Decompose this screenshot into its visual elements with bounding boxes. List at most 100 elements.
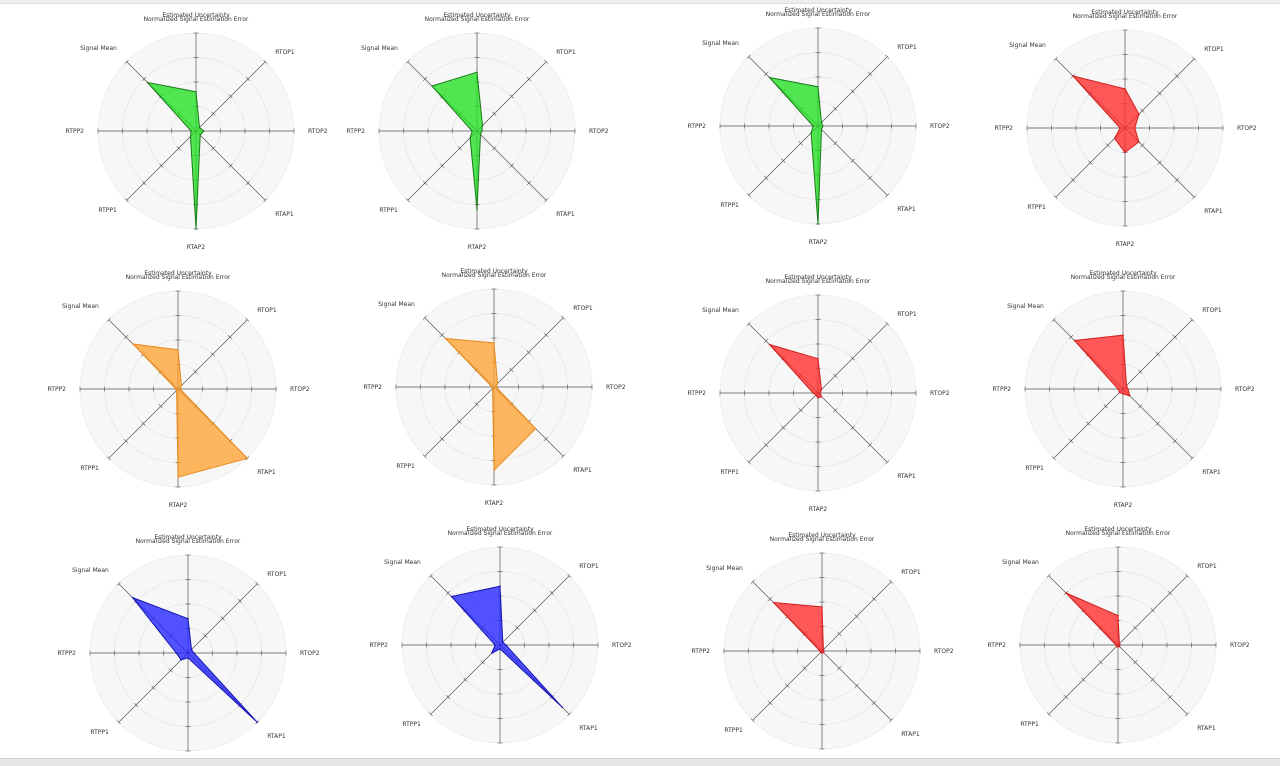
axis-tick — [1086, 421, 1091, 426]
data-point — [177, 476, 179, 479]
axis-tick — [1138, 369, 1143, 374]
axis-label: RTAP2 — [485, 500, 504, 507]
axis-label: Signal Mean — [361, 45, 398, 52]
axis-label: RTOP1 — [897, 311, 917, 318]
axis-tick — [1172, 438, 1177, 443]
axis-label: RTPP1 — [402, 721, 421, 728]
data-point — [820, 121, 823, 124]
axis-tick — [116, 720, 121, 725]
axis-tick — [1133, 625, 1138, 630]
axis-tick — [1167, 694, 1172, 699]
data-point — [1124, 151, 1126, 154]
axis-tick — [854, 614, 859, 619]
data-point — [146, 81, 149, 84]
radar-chart-2: Estimated Uncertainty RTOP1 RTOP2 RTAP1 RTAP… — [347, 12, 609, 251]
axis-label: RTPP1 — [379, 207, 398, 214]
data-point — [1118, 642, 1121, 645]
axis-tick — [423, 77, 428, 82]
axis-tick — [124, 335, 129, 340]
axis-tick — [245, 77, 250, 82]
axis-tick — [1192, 56, 1197, 61]
axis-tick — [492, 111, 497, 116]
axis-tick — [428, 573, 433, 578]
axis-label: RTPP2 — [48, 386, 67, 393]
axis-tick — [142, 77, 147, 82]
axis-tick — [151, 685, 156, 690]
axis-tick — [785, 683, 790, 688]
data-point — [490, 652, 493, 655]
data-point — [1118, 645, 1121, 648]
axis-tick — [1081, 677, 1086, 682]
data-point — [1134, 127, 1136, 129]
axis-tick — [526, 180, 531, 185]
data-point — [822, 125, 824, 127]
axis-label: RTOP2 — [1235, 386, 1255, 393]
axis-label: Estimated Uncertainty — [1091, 9, 1159, 16]
axis-label: RTAP1 — [573, 467, 592, 474]
data-point — [499, 585, 501, 587]
axis-label: RTOP2 — [308, 128, 328, 135]
axis-label: Estimated Uncertainty — [460, 268, 528, 275]
axis-tick — [405, 198, 410, 203]
axis-label: RTPP2 — [993, 386, 1012, 393]
axis-label: Estimated Uncertainty — [162, 12, 230, 19]
axis-tick — [802, 666, 807, 671]
axis-label: RTOP1 — [573, 305, 593, 312]
axis-tick — [463, 677, 468, 682]
axis-tick — [1150, 608, 1155, 613]
chart-title: Normalized Signal Estimation Error — [1073, 13, 1178, 20]
axis-tick — [850, 89, 855, 94]
axis-label: RTPP1 — [1025, 465, 1044, 472]
axis-label: RTPP2 — [988, 642, 1007, 649]
axis-tick — [1098, 660, 1103, 665]
data-point — [534, 427, 537, 430]
data-point — [481, 130, 483, 132]
axis-tick — [158, 404, 163, 409]
axis-label: RTPP2 — [370, 642, 389, 649]
axis-tick — [474, 402, 479, 407]
data-point — [1117, 646, 1119, 648]
axis-tick — [764, 72, 769, 77]
axis-tick — [871, 597, 876, 602]
axis-tick — [142, 180, 147, 185]
axis-tick — [885, 54, 890, 59]
axis-tick — [457, 419, 462, 424]
axis-label: Estimated Uncertainty — [784, 7, 852, 14]
axis-label: Estimated Uncertainty — [154, 534, 222, 541]
axis-label: RTAP2 — [1116, 241, 1135, 248]
axis-tick — [106, 317, 111, 322]
axis-tick — [1069, 335, 1074, 340]
data-point — [431, 85, 433, 87]
data-point — [1115, 644, 1117, 646]
axis-label: Signal Mean — [706, 565, 743, 572]
axis-label: RTOP1 — [579, 563, 599, 570]
data-point — [132, 343, 134, 345]
axis-tick — [457, 146, 462, 151]
chart-title: Normalized Signal Estimation Error — [442, 272, 547, 279]
axis-label: RTAP1 — [1202, 469, 1221, 476]
axis-tick — [526, 77, 531, 82]
axis-label: RTAP1 — [267, 733, 286, 740]
axis-label: Signal Mean — [702, 307, 739, 314]
axis-tick — [768, 597, 773, 602]
axis-label: RTPP1 — [90, 729, 109, 736]
radar-chart-4: Estimated Uncertainty RTOP1 RTOP2 RTAP1 RTAP… — [995, 9, 1257, 248]
axis-tick — [440, 163, 445, 168]
data-point — [187, 617, 189, 620]
horizontal-scrollbar[interactable] — [0, 758, 1280, 766]
data-point — [1113, 137, 1116, 140]
data-point — [561, 706, 564, 709]
axis-label: RTAP2 — [809, 239, 828, 246]
axis-tick — [227, 335, 232, 340]
data-point — [1125, 384, 1128, 387]
radar-chart-5: Estimated Uncertainty RTOP1 RTOP2 RTAP1 RTAP… — [48, 270, 310, 509]
data-point — [496, 382, 499, 385]
axis-tick — [440, 333, 445, 338]
axis-tick — [492, 146, 497, 151]
axis-label: RTAP2 — [187, 244, 206, 251]
axis-label: Estimated Uncertainty — [788, 532, 856, 539]
axis-label: Estimated Uncertainty — [1084, 526, 1152, 533]
data-point — [190, 130, 192, 132]
axis-tick — [176, 146, 181, 151]
